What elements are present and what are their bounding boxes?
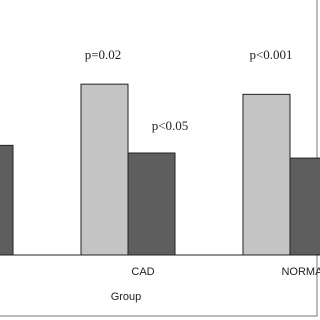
bar [0, 144, 14, 256]
bar [80, 83, 129, 256]
x-axis-label: Group [111, 291, 142, 303]
bar [127, 152, 176, 256]
annotation: p<0.05 [152, 118, 189, 133]
x-tick-label: CAD [131, 266, 154, 278]
annotation: p=0.02 [85, 47, 122, 62]
bar [289, 157, 320, 256]
annotation: p<0.001 [249, 47, 292, 62]
x-tick-label: NORMAL [281, 266, 320, 278]
bar [242, 93, 291, 256]
